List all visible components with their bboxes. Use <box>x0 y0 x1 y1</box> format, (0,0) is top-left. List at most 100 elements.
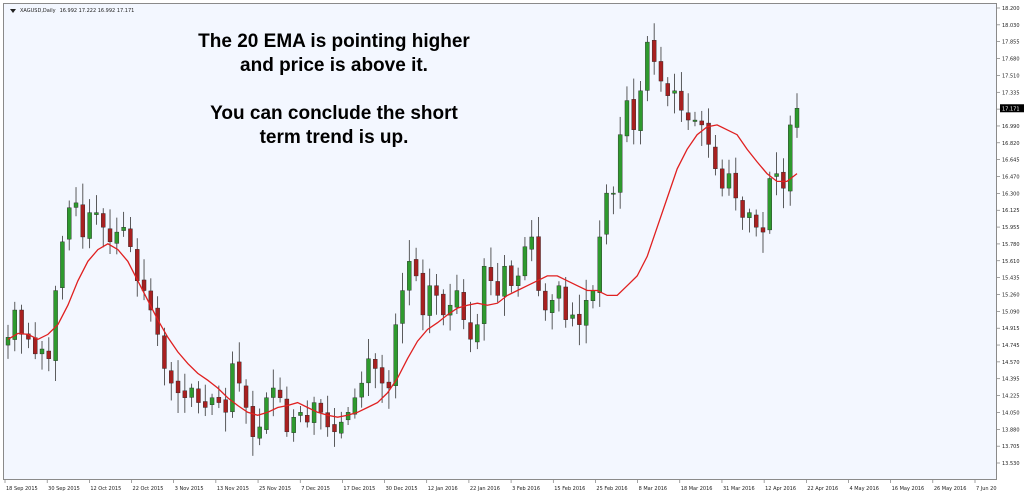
bull-candle <box>427 285 432 316</box>
bull-candle <box>502 265 507 297</box>
bull-candle <box>189 387 194 398</box>
bear-candle <box>243 385 249 408</box>
bull-candle <box>529 236 534 250</box>
bear-candle <box>631 99 636 130</box>
time-axis-labels: 18 Sep 2015 30 Sep 2015 12 Oct 2015 22 Oct … <box>4 480 1003 492</box>
bull-candle <box>94 212 99 215</box>
bear-candle <box>182 390 188 398</box>
bear-candle <box>379 367 385 384</box>
bull-candle <box>645 41 650 91</box>
ohlc-readout: 16.992 17.222 16.992 17.171 <box>59 8 135 14</box>
time-tick-label: 25 Feb 2016 <box>596 486 627 492</box>
bull-candle <box>570 314 575 319</box>
time-tick-label: 22 Jan 2016 <box>470 486 500 492</box>
candlestick-series <box>5 23 800 456</box>
price-tick-label: 17.680 <box>1002 57 1020 63</box>
bull-candle <box>726 173 732 189</box>
bear-candle <box>665 83 670 96</box>
bear-candle <box>753 214 759 228</box>
price-tick-label: 14.225 <box>1002 394 1020 400</box>
price-tick-label: 16.300 <box>1002 191 1020 197</box>
bear-candle <box>713 146 718 169</box>
price-tick-label: 14.915 <box>1002 326 1020 332</box>
bear-candle <box>46 350 52 359</box>
bear-candle <box>509 265 514 286</box>
time-tick-label: 16 May 2016 <box>892 486 925 492</box>
price-tick-label: 14.570 <box>1002 360 1020 366</box>
bear-candle <box>33 337 38 355</box>
bear-candle <box>141 279 147 291</box>
plot-area: XAGUSD,Daily 16.992 17.222 16.992 17.171… <box>3 3 997 480</box>
bear-candle <box>495 281 500 296</box>
bull-candle <box>5 337 11 346</box>
time-tick-label: 30 Dec 2015 <box>386 486 418 492</box>
bear-candle <box>386 381 392 389</box>
current-price-badge <box>1000 104 1024 113</box>
time-tick-label: 30 Sep 2015 <box>48 486 80 492</box>
bull-candle <box>794 108 800 128</box>
price-tick-label: 16.125 <box>1002 208 1020 214</box>
time-tick-label: 4 May 2016 <box>849 486 878 492</box>
annotation-line-1: The 20 EMA is pointing higher <box>198 31 470 52</box>
time-tick-label: 3 Nov 2015 <box>175 486 204 492</box>
bear-candle <box>577 313 582 325</box>
price-tick-label: 16.470 <box>1002 175 1020 181</box>
time-tick-label: 7 Jun 2016 <box>976 486 997 492</box>
bull-candle <box>767 178 772 231</box>
bull-candle <box>747 212 752 218</box>
bear-candle <box>685 112 691 121</box>
bear-candle <box>305 415 310 423</box>
bull-candle <box>393 324 398 386</box>
time-tick-label: 3 Feb 2016 <box>512 486 540 492</box>
bear-candle <box>169 370 174 384</box>
time-tick-label: 18 Sep 2015 <box>6 486 38 492</box>
price-axis: 18.200 18.030 17.855 17.680 17.510 17.335 17.1… <box>997 3 1024 480</box>
time-tick-label: 31 Mar 2016 <box>723 486 755 492</box>
bear-candle <box>719 168 725 189</box>
bull-candle <box>407 261 412 291</box>
time-tick-label: 25 Nov 2015 <box>259 486 291 492</box>
bear-candle <box>203 401 208 408</box>
bull-candle <box>604 192 609 235</box>
time-tick-label: 12 Oct 2015 <box>90 486 121 492</box>
bear-candle <box>488 267 494 282</box>
bull-candle <box>672 90 677 94</box>
bear-candle <box>216 397 222 403</box>
bull-candle <box>549 300 555 313</box>
current-price-label: 17.171 <box>1002 106 1020 112</box>
bear-candle <box>128 228 133 247</box>
bull-candle <box>121 227 126 231</box>
price-tick-label: 15.610 <box>1002 259 1020 265</box>
bull-candle <box>454 290 460 308</box>
bear-candle <box>250 406 256 437</box>
bull-candle <box>774 173 779 177</box>
bear-candle <box>223 399 228 413</box>
price-tick-label: 17.855 <box>1002 40 1020 46</box>
price-tick-label: 15.780 <box>1002 242 1020 248</box>
bear-candle <box>434 285 439 296</box>
dropdown-triangle-icon[interactable] <box>10 9 16 13</box>
bear-candle <box>332 424 337 433</box>
bull-candle <box>481 265 487 324</box>
bear-candle <box>658 61 664 82</box>
bull-candle <box>114 231 120 244</box>
time-axis: 18 Sep 2015 30 Sep 2015 12 Oct 2015 22 Oct … <box>3 480 1003 495</box>
bear-candle <box>420 272 426 316</box>
bull-candle <box>209 397 215 405</box>
bear-candle <box>413 259 419 277</box>
bull-candle <box>359 382 364 398</box>
price-tick-label: 13.530 <box>1002 461 1020 467</box>
bear-candle <box>760 227 766 233</box>
price-tick-label: 14.050 <box>1002 410 1020 416</box>
bear-candle <box>706 122 711 145</box>
bear-candle <box>19 309 24 335</box>
bull-candle <box>522 246 528 277</box>
ema-20-line <box>7 124 798 418</box>
bull-candle <box>617 134 623 193</box>
bear-candle <box>277 389 283 398</box>
bull-candle <box>556 285 562 299</box>
bear-candle <box>563 286 568 320</box>
time-tick-label: 12 Apr 2016 <box>765 486 796 492</box>
bull-candle <box>230 363 235 413</box>
bear-candle <box>543 290 548 311</box>
